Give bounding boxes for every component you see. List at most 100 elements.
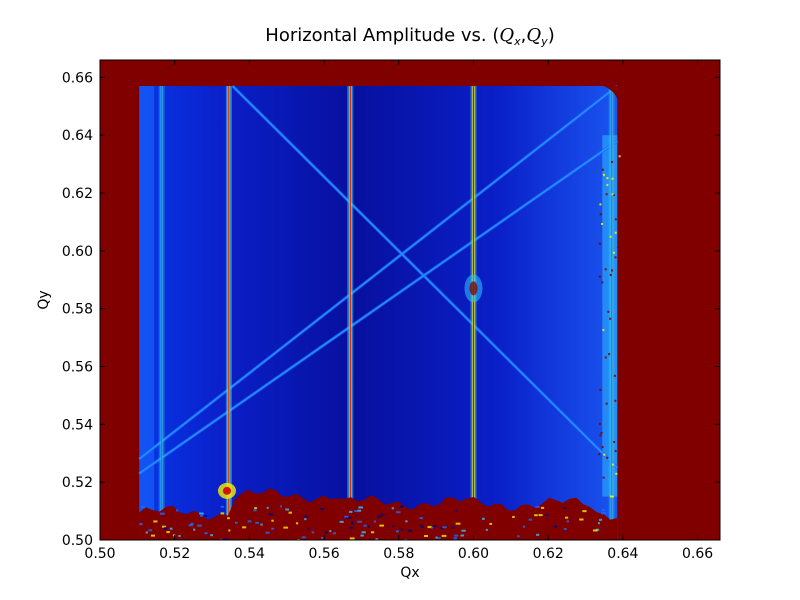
noise-speck [454,534,459,537]
noise-speck [399,505,404,508]
title-q2: Q [526,25,541,46]
noise-speck [339,520,344,523]
noise-speck [430,526,434,529]
noise-speck [253,509,257,512]
vertical-resonance-core [161,86,163,540]
diagonal-resonance-core [232,85,618,469]
edge-speck [614,256,617,259]
x-tick-label: 0.62 [533,546,564,562]
noise-speck [153,520,158,523]
noise-speck [380,513,385,516]
noise-speck [265,531,270,534]
y-tick-label: 0.62 [62,186,93,202]
edge-speck [599,203,602,206]
noise-speck [196,524,202,527]
x-axis-label: Qx [400,565,419,581]
edge-speck [605,193,608,196]
noise-speck [481,517,485,520]
edge-speck [604,268,607,271]
noise-speck [435,536,438,539]
edge-speck [611,495,614,498]
noise-speck [176,509,179,512]
diagonal-resonance-core [138,140,618,474]
edge-speck [613,441,616,444]
noise-speck [379,524,384,527]
edge-speck [609,235,612,238]
noise-speck [163,527,167,530]
y-axis-label: Qy [36,290,52,309]
noise-speck [210,534,214,537]
x-tick-label: 0.52 [159,546,190,562]
noise-speck [433,525,437,528]
noise-speck [172,534,176,537]
noise-speck [283,526,289,529]
noise-speck [320,536,325,539]
noise-speck [536,533,540,536]
noise-speck [361,531,366,534]
noise-speck [597,522,601,525]
left-edge-band [139,86,155,540]
saturated-noise-strip [139,488,618,540]
noise-speck [159,512,165,515]
noise-speck [254,507,257,510]
noise-speck [441,534,447,537]
noise-speck [349,526,353,529]
y-tick-label: 0.64 [62,128,93,144]
noise-speck [150,534,156,537]
noise-speck [489,522,493,525]
noise-speck [455,522,461,525]
noise-speck [377,515,382,518]
y-tick-label: 0.58 [62,302,93,318]
edge-speck [611,463,614,466]
noise-speck [391,507,394,510]
noise-speck [553,525,558,528]
noise-speck [288,511,292,514]
noise-speck [169,527,173,530]
data-field [139,86,618,540]
noise-speck [255,521,259,524]
x-tick-label: 0.58 [383,546,414,562]
y-tick-label: 0.60 [62,244,93,260]
noise-speck [220,505,225,508]
title-q1: Q [499,25,514,46]
noise-speck [260,523,263,526]
edge-speck [599,388,602,391]
noise-speck [203,514,208,517]
x-tick-label: 0.50 [84,546,115,562]
right-edge-band [602,135,618,497]
edge-speck [615,472,618,475]
noise-speck [451,526,456,529]
noise-speck [219,538,223,540]
edge-speck [614,218,617,221]
noise-speck [421,525,424,528]
x-axis: 0.50 0.52 0.54 0.56 0.58 0.60 0.62 0.64 0.66 [84,60,713,562]
edge-speck [598,422,601,425]
edge-speck [611,160,614,163]
noise-speck [593,529,598,532]
noise-speck [538,514,543,517]
x-tick-label: 0.60 [458,546,489,562]
noise-speck [311,531,315,534]
diagonal-resonance-core [138,85,618,460]
vertical-resonance-line [160,86,163,540]
noise-speck [407,529,413,532]
noise-speck [228,529,231,532]
noise-speck [204,532,208,535]
noise-speck [582,510,587,513]
x-tick-label: 0.54 [234,546,265,562]
noise-speck [166,531,170,534]
noise-speck [461,529,466,532]
edge-speck [598,453,601,456]
noise-speck [566,520,569,523]
y-axis: 0.50 0.52 0.54 0.56 0.58 0.60 0.62 0.64 0.66 [62,70,720,549]
noise-speck [400,528,404,531]
noise-speck [395,530,399,533]
edge-speck [600,432,603,435]
noise-speck [563,507,567,510]
y-tick-label: 0.52 [62,475,93,491]
noise-speck [419,524,422,527]
noise-speck [442,526,447,529]
y-tick-label: 0.66 [62,70,93,86]
edge-speck [602,476,605,479]
title-close-paren: ) [548,25,555,46]
